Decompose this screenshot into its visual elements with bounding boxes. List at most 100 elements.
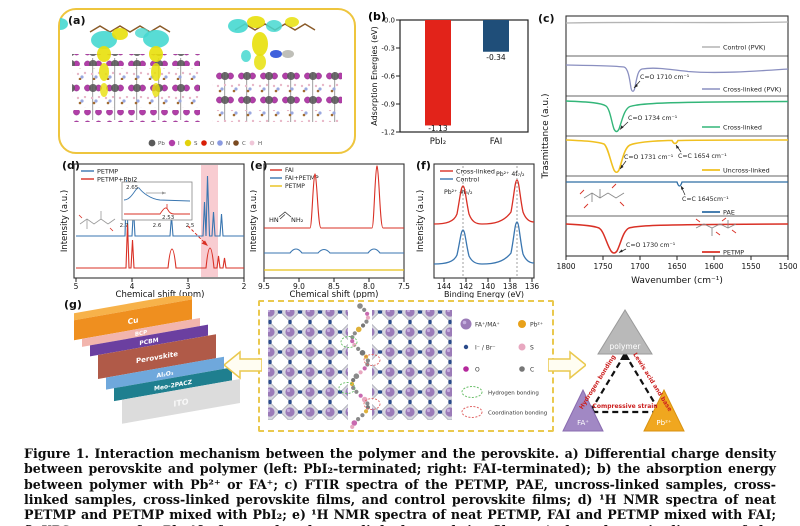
panel-d-label: (d)	[62, 159, 80, 172]
nmr-inset: 2.65 2.53 2.7 2.6 2.5	[120, 181, 195, 229]
svg-text:C: C	[242, 141, 246, 147]
panel-b-ylabel: Adsorption Energies (eV)	[370, 26, 379, 125]
device-stack: Cu BCP PCBM Perovskite Al₂O₃ Meo-2PACZ I…	[74, 296, 240, 424]
svg-text:FAI: FAI	[285, 167, 294, 174]
shift-arrow	[187, 225, 208, 246]
svg-text:C=C 1645cm⁻¹: C=C 1645cm⁻¹	[682, 196, 729, 203]
svg-text:Cross-linked: Cross-linked	[723, 124, 762, 132]
svg-text:H: H	[258, 141, 262, 147]
svg-text:C=O 1731 cm⁻¹: C=O 1731 cm⁻¹	[624, 154, 674, 161]
svg-text:1750: 1750	[593, 262, 612, 271]
svg-text:Cross-linked (PVK): Cross-linked (PVK)	[723, 86, 781, 94]
schematic-legend: FA⁺/MA⁺ Pb²⁺ I⁻ / Br⁻ S O C Hydrogen bon…	[460, 318, 547, 418]
svg-text:NH₂: NH₂	[291, 216, 304, 224]
plot-frame	[73, 163, 245, 279]
svg-text:PETMP: PETMP	[97, 168, 118, 176]
panel-c-xticks: 1800 1750 1700 1650 1600 1550 1500	[556, 256, 798, 271]
svg-text:O: O	[475, 367, 480, 374]
crosslink-schematic: FA⁺/MA⁺ Pb²⁺ I⁻ / Br⁻ S O C Hydrogen bon…	[268, 303, 547, 429]
layer-bcp: BCP	[135, 330, 147, 338]
svg-text:2.65: 2.65	[126, 185, 139, 191]
arrow-right-icon	[548, 350, 586, 380]
layer-al2o3: Al₂O₃	[156, 370, 173, 380]
svg-text:140: 140	[481, 282, 496, 291]
svg-text:FAI+PETMP: FAI+PETMP	[285, 175, 319, 182]
svg-text:Coordination bonding: Coordination bonding	[488, 411, 547, 417]
panel-e: (e) Intensity (a.u.) FAI FAI+PETMP PETMP…	[249, 156, 414, 300]
panel-c-ylabel: Trasmittance (a.u.)	[541, 94, 551, 180]
svg-text:Pb: Pb	[158, 141, 165, 147]
device-layers: Cu BCP PCBM Perovskite Al₂O₃ Meo-2PACZ I…	[74, 296, 240, 424]
polymer-chain	[349, 303, 371, 429]
svg-text:142: 142	[459, 282, 474, 291]
panel-b: (b) Adsorption Energies (eV) 0.0 -0.3 -0…	[366, 6, 532, 156]
panel-d-legend: PETMP PETMP+PbI2	[81, 168, 137, 184]
svg-text:C: C	[530, 367, 534, 374]
svg-text:-0.9: -0.9	[381, 101, 395, 109]
bar-value-pbi2: -1.13	[428, 124, 448, 133]
trace-crosslinked	[433, 179, 535, 225]
spectrum-uncrosslinked: C=O 1731 cm⁻¹ C=C 1654 cm⁻¹ Uncross-link…	[565, 139, 789, 175]
svg-text:FAI: FAI	[490, 137, 502, 147]
dashed-triangle	[588, 351, 662, 414]
panel-f-legend: Cross-linked Control	[440, 168, 495, 184]
svg-text:PETMP: PETMP	[285, 183, 305, 190]
svg-text:C=O 1710 cm⁻¹: C=O 1710 cm⁻¹	[640, 74, 690, 81]
svg-text:PETMP: PETMP	[723, 249, 744, 257]
panel-e-legend: FAI FAI+PETMP PETMP	[270, 167, 319, 190]
svg-text:1650: 1650	[667, 262, 686, 271]
svg-text:C=O 1730 cm⁻¹: C=O 1730 cm⁻¹	[626, 242, 676, 249]
bonding-marks	[338, 336, 381, 410]
svg-text:1550: 1550	[741, 262, 760, 271]
arrow-left-icon	[224, 350, 262, 380]
svg-text:144: 144	[437, 282, 452, 291]
panel-f-ylabel: Intensity (a.u.)	[416, 190, 426, 252]
panel-a: (a)	[52, 8, 356, 154]
svg-text:I⁻ / Br⁻: I⁻ / Br⁻	[475, 345, 496, 352]
svg-text:I: I	[178, 141, 180, 147]
svg-text:Hydrogen bonding: Hydrogen bonding	[488, 391, 539, 397]
nmr-petmp-pbi2: (d) Intensity (a.u.) PETMP PETMP+PbI2	[60, 159, 247, 300]
trace-fai-petmp	[264, 248, 404, 254]
svg-text:-0.3: -0.3	[381, 45, 395, 53]
panel-f-xticks: 144 142 140 138 136	[437, 278, 539, 291]
peak-label-4f52: Pb²⁺ 4f₅/₂	[444, 189, 473, 196]
svg-text:1800: 1800	[556, 262, 575, 271]
panel-b-label: (b)	[368, 10, 386, 23]
adsorption-bar-chart: (b) Adsorption Energies (eV) 0.0 -0.3 -0…	[368, 10, 529, 147]
panel-d-xlabel: Chemical shift (ppm)	[116, 290, 205, 298]
perovskite-lattice-left	[268, 310, 348, 420]
xps-pb4f: (f) Intensity (a.u.) Cross-linked Contro…	[416, 159, 539, 299]
atom-legend: Pb I S O N C H	[148, 139, 262, 147]
spectrum-control-pvk: Control (PVK)	[565, 21, 789, 52]
svg-text:PbI₂: PbI₂	[430, 137, 446, 147]
panel-c-label: (c)	[538, 12, 555, 25]
svg-text:S: S	[530, 345, 534, 352]
layer-ito: ITO	[173, 397, 188, 409]
subpanel-separators	[566, 55, 788, 217]
svg-text:5: 5	[74, 282, 79, 291]
svg-text:Compressive strain: Compressive strain	[592, 403, 657, 410]
svg-text:4: 4	[130, 282, 135, 291]
panel-e-xlabel: Chemical shift (ppm)	[290, 290, 379, 298]
panel-d: (d) Intensity (a.u.) PETMP PETMP+PbI2	[60, 156, 248, 300]
spectrum-petmp: C=O 1730 cm⁻¹ PETMP	[565, 217, 789, 257]
trace-petmp-pbi2	[76, 223, 244, 269]
charge-density-left	[72, 25, 200, 122]
svg-text:N: N	[226, 141, 230, 147]
svg-text:2: 2	[242, 282, 247, 291]
panel-f-xlabel: Binding Energy (eV)	[444, 290, 524, 298]
svg-text:Control: Control	[456, 176, 479, 184]
svg-text:polymer: polymer	[610, 342, 642, 351]
svg-text:1700: 1700	[630, 262, 649, 271]
perovskite-lattice-right	[372, 310, 452, 420]
svg-text:138: 138	[503, 282, 518, 291]
svg-text:9.5: 9.5	[258, 282, 270, 291]
pae-molecule-sketch	[579, 183, 625, 209]
svg-text:3: 3	[186, 282, 191, 291]
interaction-triangle: polymer FA⁺ Pb²⁺ Hydrogen bonding Lewis …	[562, 309, 685, 432]
svg-text:1500: 1500	[778, 262, 797, 271]
panel-e-ylabel: Intensity (a.u.)	[250, 190, 259, 252]
bar-fai	[483, 20, 509, 52]
